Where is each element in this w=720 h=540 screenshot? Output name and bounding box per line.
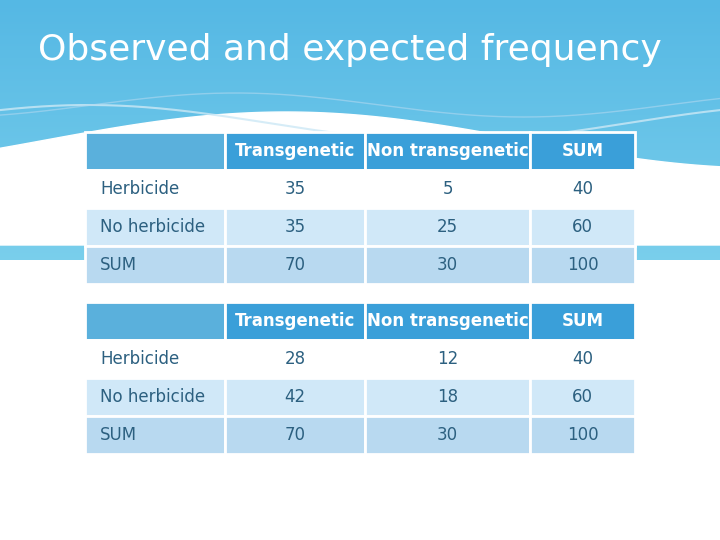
Bar	[530, 132, 635, 170]
Bar	[85, 378, 225, 416]
Text: 60: 60	[572, 388, 593, 406]
Bar	[530, 302, 635, 340]
Text: 100: 100	[567, 256, 598, 274]
Text: Transgenetic: Transgenetic	[235, 312, 355, 330]
Text: Observed and expected frequency: Observed and expected frequency	[38, 33, 662, 67]
Text: 12: 12	[437, 350, 458, 368]
Bar	[225, 302, 365, 340]
Text: 5: 5	[442, 180, 453, 198]
Text: 30: 30	[437, 426, 458, 444]
Bar	[225, 416, 365, 454]
Bar	[530, 170, 635, 208]
Bar	[85, 246, 225, 284]
Bar	[225, 132, 365, 170]
Text: 30: 30	[437, 256, 458, 274]
Bar	[365, 340, 530, 378]
Bar	[365, 378, 530, 416]
Bar	[225, 208, 365, 246]
Text: 28: 28	[284, 350, 305, 368]
Bar	[85, 132, 225, 170]
Bar	[225, 170, 365, 208]
Text: 70: 70	[284, 426, 305, 444]
Text: 35: 35	[284, 218, 305, 236]
Bar	[365, 132, 530, 170]
Bar	[85, 208, 225, 246]
Text: SUM: SUM	[562, 312, 603, 330]
Text: 100: 100	[567, 426, 598, 444]
Text: 18: 18	[437, 388, 458, 406]
Text: 40: 40	[572, 350, 593, 368]
Text: SUM: SUM	[562, 142, 603, 160]
Text: 70: 70	[284, 256, 305, 274]
Bar	[225, 246, 365, 284]
Bar	[365, 302, 530, 340]
Bar	[0, 260, 720, 540]
Bar	[365, 246, 530, 284]
Text: No herbicide: No herbicide	[100, 388, 205, 406]
Bar	[365, 416, 530, 454]
Text: 35: 35	[284, 180, 305, 198]
Text: Herbicide: Herbicide	[100, 350, 179, 368]
Bar	[85, 302, 225, 340]
Text: 60: 60	[572, 218, 593, 236]
Text: SUM: SUM	[100, 426, 137, 444]
Bar	[85, 340, 225, 378]
Bar	[365, 208, 530, 246]
Bar	[530, 416, 635, 454]
Bar	[365, 170, 530, 208]
Text: Herbicide: Herbicide	[100, 180, 179, 198]
Text: 25: 25	[437, 218, 458, 236]
Bar	[530, 378, 635, 416]
Bar	[530, 208, 635, 246]
Text: Transgenetic: Transgenetic	[235, 142, 355, 160]
Bar	[530, 246, 635, 284]
Bar	[225, 340, 365, 378]
Bar	[530, 340, 635, 378]
Text: 40: 40	[572, 180, 593, 198]
Text: No herbicide: No herbicide	[100, 218, 205, 236]
Text: 42: 42	[284, 388, 305, 406]
Bar	[85, 416, 225, 454]
Bar	[85, 170, 225, 208]
Text: Non transgenetic: Non transgenetic	[366, 142, 528, 160]
Text: Non transgenetic: Non transgenetic	[366, 312, 528, 330]
Text: SUM: SUM	[100, 256, 137, 274]
Bar	[225, 378, 365, 416]
